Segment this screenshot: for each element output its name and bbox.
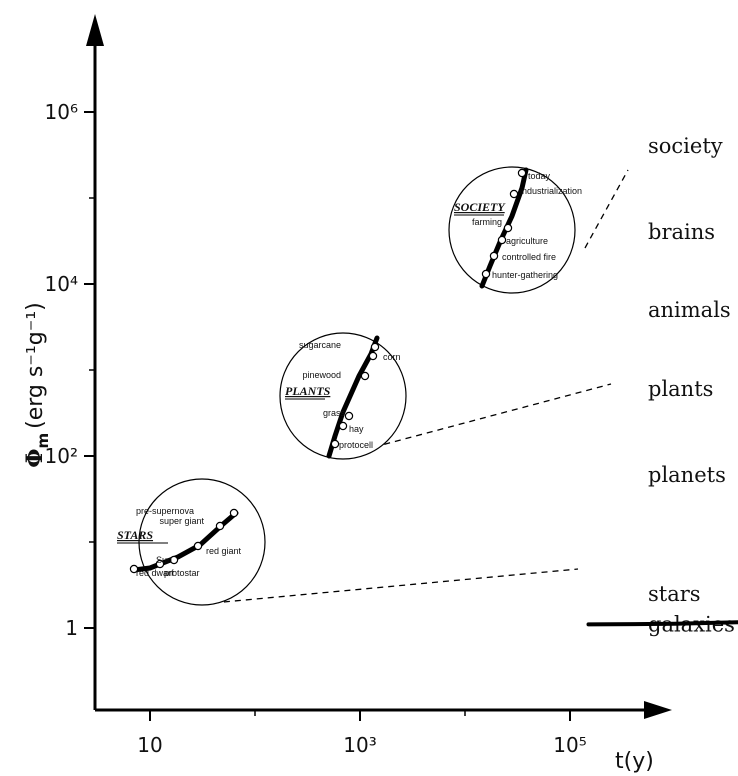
inset-item-label: hunter-gathering: [492, 270, 558, 280]
inset-item-label: agriculture: [506, 236, 548, 246]
inset-title: PLANTS: [285, 384, 331, 398]
y-axis-arrow: [86, 14, 104, 46]
inset-point: [229, 508, 239, 518]
svg-text:Φm(erg s⁻¹g⁻¹): Φm (erg s⁻¹g⁻¹): [22, 302, 52, 467]
inset-item-label: protocell: [339, 440, 373, 450]
category-label: animals: [648, 298, 731, 322]
x-tick-label: 10³: [343, 733, 376, 757]
y-tick-label: 10²: [45, 444, 78, 468]
inset-item-label: industrialization: [520, 186, 582, 196]
category-label: brains: [648, 220, 715, 244]
inset-point: [517, 168, 527, 178]
inset-circle: [279, 332, 407, 460]
x-axis-title: t(y): [615, 749, 654, 774]
category-label: planets: [648, 463, 726, 487]
y-tick-label: 10⁴: [45, 272, 78, 296]
axes: [86, 14, 672, 719]
inset-item-label: protostar: [164, 568, 200, 578]
connector-plants: [362, 383, 612, 451]
inset-connectors: [201, 169, 629, 605]
inset-point: [330, 439, 340, 449]
inset-item-label: controlled fire: [502, 252, 556, 262]
y-axis-subscript: m: [34, 433, 52, 449]
inset-item-label: farming: [472, 217, 502, 227]
inset-society: SOCIETY hunter-gathering controlled fire ag…: [448, 166, 582, 294]
inset-point: [481, 269, 491, 279]
inset-point: [360, 371, 370, 381]
inset-point: [169, 555, 179, 565]
inset-point: [503, 223, 513, 233]
inset-title: SOCIETY: [454, 200, 506, 214]
inset-point: [338, 421, 348, 431]
inset-point: [509, 189, 519, 199]
inset-item-label: hay: [349, 424, 364, 434]
inset-point: [497, 235, 507, 245]
inset-point: [193, 541, 203, 551]
inset-curve: [131, 510, 239, 573]
x-axis-arrow: [644, 701, 672, 719]
inset-item-label: corn: [383, 352, 401, 362]
inset-point: [344, 411, 354, 421]
inset-title: STARS: [117, 528, 153, 542]
inset-item-label: Sun: [156, 555, 172, 565]
connector-society: [584, 169, 629, 249]
connector-stars: [201, 568, 579, 605]
y-tick-label: 10⁶: [45, 100, 78, 124]
y-axis-title: Φm (erg s⁻¹g⁻¹): [22, 302, 52, 467]
x-tick-label: 10: [137, 733, 162, 757]
inset-item-label: sugarcane: [299, 340, 341, 350]
y-axis-units: (erg s⁻¹g⁻¹): [23, 302, 48, 429]
y-tick-label: 1: [65, 616, 78, 640]
inset-item-label: today: [528, 171, 551, 181]
inset-item-label: pinewood: [302, 370, 341, 380]
series-line: [586, 620, 738, 627]
y-axis-symbol: Φ: [22, 449, 48, 468]
inset-point: [370, 342, 380, 352]
category-label: society: [648, 134, 723, 158]
inset-point: [489, 251, 499, 261]
inset-point: [129, 564, 139, 574]
inset-item-label: grass: [323, 408, 346, 418]
inset-curve: [326, 335, 380, 459]
inset-point: [155, 559, 165, 569]
inset-item-label: red dwarf: [136, 568, 174, 578]
inset-item-label: super giant: [159, 516, 204, 526]
x-tick-label: 10⁵: [553, 733, 586, 757]
category-label: stars: [648, 582, 701, 606]
inset-item-label: pre-supernova: [136, 506, 194, 516]
inset-point: [368, 351, 378, 361]
category-label: plants: [648, 377, 713, 401]
inset-item-label: red giant: [206, 546, 242, 556]
inset-point: [215, 521, 225, 531]
inset-circle: [448, 166, 576, 294]
